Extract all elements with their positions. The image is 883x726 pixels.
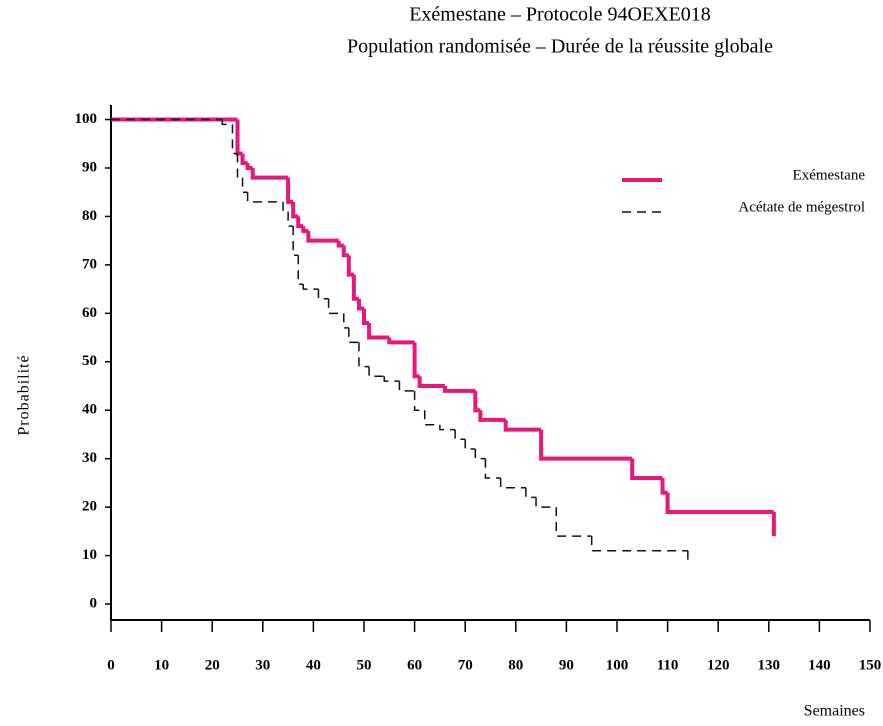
step-segment [236,153,243,179]
step-segment [306,230,339,243]
x-tick-label: 0 [107,657,115,673]
step-segment [474,448,486,460]
y-tick-label: 50 [82,353,97,369]
step-segment [231,124,238,155]
step-segment [464,439,476,450]
x-tick-label: 100 [606,657,629,673]
x-tick-label: 130 [758,657,781,673]
step-segment [362,308,370,326]
step-segment [317,289,329,300]
step-segment [499,478,526,489]
step-segment [297,255,304,286]
step-segment [356,298,364,311]
step-segment [235,119,243,156]
step-segment [423,410,440,426]
step-segment [484,458,501,479]
y-tick-label: 20 [82,499,97,515]
step-segment [473,390,481,413]
y-tick-label: 80 [82,208,97,224]
step-segment [442,385,476,393]
step-segment [590,536,688,552]
x-tick-label: 120 [707,657,730,673]
step-segment [383,376,400,382]
step-segment [412,342,420,379]
y-tick-label: 10 [82,547,97,563]
y-tick-label: 0 [90,595,98,611]
step-segment [368,366,385,378]
legend-label: Acétate de mégestrol [738,199,865,215]
y-tick-label: 100 [75,111,98,127]
legend-label: Exémestane [793,167,866,183]
step-segment [341,245,349,258]
step-segment [535,497,557,508]
step-segment [327,298,344,315]
y-tick-label: 30 [82,450,97,466]
step-segment [221,119,233,126]
step-segment [630,458,663,481]
step-segment [336,240,344,248]
x-axis-label: Semaines [804,703,865,720]
step-segment [555,507,592,537]
step-segment [346,255,354,277]
step-segment [478,410,506,422]
step-segment [358,342,370,368]
step-segment [282,201,289,213]
y-tick-label: 40 [82,402,97,418]
step-segment [292,226,299,256]
chart-subtitle: Population randomisée – Durée de la réus… [347,36,773,58]
y-tick-label: 60 [82,305,97,321]
step-segment [245,163,253,170]
step-segment [539,429,633,461]
step-segment [351,274,359,301]
chart-title: Exémestane – Protocole 94OEXE018 [409,4,711,26]
y-tick-label: 90 [82,159,97,175]
x-tick-label: 10 [154,657,169,673]
x-tick-label: 30 [255,657,270,673]
step-segment [525,487,537,499]
x-tick-label: 20 [205,657,220,673]
x-tick-label: 40 [306,657,321,673]
step-segment [367,323,390,340]
y-axis-label: Probabilité [16,354,33,435]
step-segment [246,192,284,203]
step-segment [286,177,294,204]
y-tick-label: 70 [82,256,97,272]
x-tick-label: 90 [559,657,574,673]
step-segment [301,226,309,233]
step-segment [665,492,774,514]
step-segment [287,211,294,227]
step-segment [398,381,415,392]
step-segment [413,390,425,411]
step-segment [343,313,349,329]
step-segment [660,478,668,495]
step-segment [348,327,359,344]
step-segment [387,337,415,345]
step-segment [503,419,542,432]
x-tick-label: 150 [859,657,882,673]
x-tick-label: 50 [357,657,372,673]
step-segment [241,177,248,193]
step-segment [250,167,289,180]
step-segment [302,284,319,290]
x-tick-label: 140 [808,657,831,673]
step-segment [291,201,299,219]
step-segment [439,424,456,431]
step-segment [240,153,248,166]
step-segment [454,429,466,441]
x-tick-label: 70 [458,657,473,673]
x-tick-label: 110 [657,657,679,673]
x-tick-label: 60 [407,657,422,673]
x-tick-label: 80 [508,657,523,673]
step-segment [296,216,304,229]
step-segment [417,376,445,388]
